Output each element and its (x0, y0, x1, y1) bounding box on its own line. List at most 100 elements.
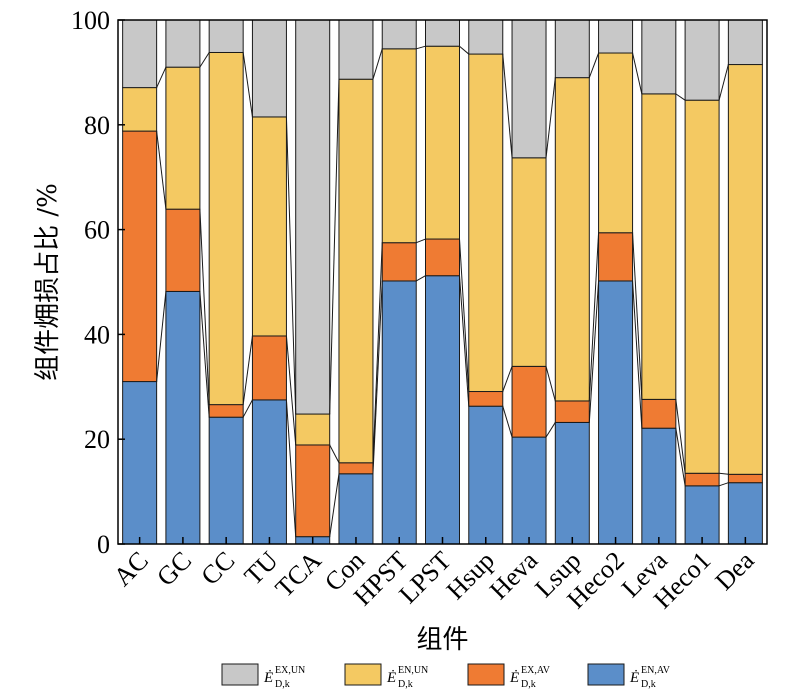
bar-ex_un-Con (338, 19, 374, 80)
bar-ex_av-Lsup (554, 400, 590, 423)
legend-swatch-en_un (344, 663, 382, 686)
x-tick-label: CC (195, 546, 240, 591)
bar-en_av-Leva (641, 427, 677, 545)
bar-ex_un-Heco2 (598, 19, 634, 54)
x-tick-label: GC (151, 546, 197, 592)
bar-ex_av-Leva (641, 398, 677, 429)
bar-ex_av-Heco2 (598, 232, 634, 282)
bar-en_av-CC (208, 416, 244, 545)
x-axis-title: 组件 (416, 625, 468, 655)
bar-ex_un-TU (251, 19, 287, 118)
connector-ex_av (329, 444, 340, 464)
bar-en_av-Con (338, 473, 374, 545)
bar-en_un-TU (251, 116, 287, 337)
connector-ex_av (285, 335, 297, 446)
bar-ex_av-AC (122, 130, 158, 383)
connector-en_un (329, 79, 340, 415)
x-tick-label: Heva (484, 545, 544, 605)
bar-en_av-Lsup (554, 421, 590, 545)
bar-en_un-Leva (641, 93, 677, 400)
bar-en_un-CC (208, 51, 244, 406)
bars-layer (122, 19, 763, 545)
bar-en_un-Dea (727, 64, 763, 475)
connector-en_av (459, 275, 470, 407)
connector-en_av (156, 291, 167, 382)
connector-en_av (242, 399, 253, 418)
connector-en_av (199, 291, 210, 418)
bar-ex_av-TU (251, 335, 287, 401)
connector-en_av (502, 406, 513, 438)
legend-label-ex_av: Ė D,kEX,AV (509, 665, 551, 690)
connector-en_un (416, 45, 426, 50)
connector-ex_av (675, 399, 686, 474)
connector-en_un (459, 45, 470, 55)
connector-en_un (156, 66, 167, 88)
x-tick-label: Hsup (441, 546, 500, 605)
bar-ex_av-Heco1 (684, 472, 720, 487)
legend-swatch-ex_un (221, 663, 259, 686)
bar-ex_av-Heva (511, 365, 547, 438)
connector-ex_av (416, 238, 426, 244)
bar-en_av-Heva (511, 436, 547, 545)
connector-en_av (415, 275, 426, 282)
connector-en_un (545, 77, 556, 158)
bar-en_un-Hsup (468, 53, 504, 393)
connectors-layer (156, 45, 729, 537)
connector-ex_av (156, 131, 167, 210)
bar-en_av-HPST (381, 280, 417, 545)
connector-en_av (632, 280, 643, 429)
connector-ex_av (199, 209, 210, 405)
x-tick-label: TCA (270, 546, 327, 603)
x-tick-label: Dea (710, 545, 760, 595)
y-axis: 0 20 40 60 80 100 (71, 6, 125, 559)
connector-en_un (632, 52, 643, 94)
bar-en_un-LPST (425, 45, 460, 240)
connector-en_av (718, 482, 729, 487)
bar-ex_un-Leva (641, 19, 677, 95)
bar-en_un-AC (122, 87, 158, 132)
connector-en_av (372, 280, 383, 474)
connector-en_av (675, 428, 686, 486)
bar-ex_av-CC (208, 404, 244, 418)
x-tick-label: AC (108, 546, 154, 592)
bar-ex_av-Hsup (468, 391, 504, 407)
connector-en_av (285, 399, 297, 537)
connector-en_av (545, 422, 556, 438)
bar-ex_av-Dea (727, 473, 763, 484)
legend-swatch-ex_av (467, 663, 505, 686)
legend-label-en_av: Ė D,kEN,AV (629, 665, 671, 690)
connector-en_un (285, 116, 297, 415)
connector-ex_av (372, 242, 383, 463)
legend: Ė D,kEX,UN Ė D,kEN,UN Ė D,kEX,AV Ė D,kEN,AV (221, 663, 671, 690)
connector-en_un (588, 52, 600, 78)
legend-label-en_un: Ė D,kEN,UN (386, 665, 428, 690)
y-axis-title: 组件㶲损占比 /% (33, 183, 63, 381)
bar-ex_un-Dea (727, 19, 763, 66)
bar-ex_un-LPST (425, 19, 460, 47)
bar-ex_un-CC (208, 19, 244, 53)
y-tick-label: 60 (84, 216, 110, 245)
y-tick-label: 100 (71, 6, 110, 35)
bar-en_un-Heva (511, 157, 547, 367)
connector-en_un (199, 52, 210, 68)
connector-ex_av (588, 232, 600, 401)
connector-ex_av (459, 239, 470, 392)
bar-en_av-LPST (425, 275, 460, 545)
bar-en_av-AC (122, 381, 158, 545)
bar-en_un-TCA (295, 413, 331, 446)
bar-ex_un-Hsup (468, 19, 504, 55)
bar-ex_un-Heco1 (684, 19, 720, 101)
x-axis: ACGCCCTUTCAConHPSTLPSTHsupHevaLsupHeco2L… (108, 537, 760, 614)
bar-ex_un-HPST (381, 19, 417, 50)
y-tick-label: 40 (84, 320, 110, 349)
bar-en_av-Hsup (468, 405, 504, 545)
connector-ex_av (545, 366, 556, 402)
bar-ex_un-TCA (295, 19, 331, 415)
bar-ex_un-Heva (511, 19, 547, 159)
bar-en_av-TU (251, 399, 287, 545)
bar-ex_av-TCA (295, 444, 331, 538)
y-tick-label: 80 (84, 111, 110, 140)
connector-en_un (718, 64, 729, 101)
bar-ex_un-GC (165, 19, 201, 68)
bar-ex_av-Con (338, 462, 374, 475)
